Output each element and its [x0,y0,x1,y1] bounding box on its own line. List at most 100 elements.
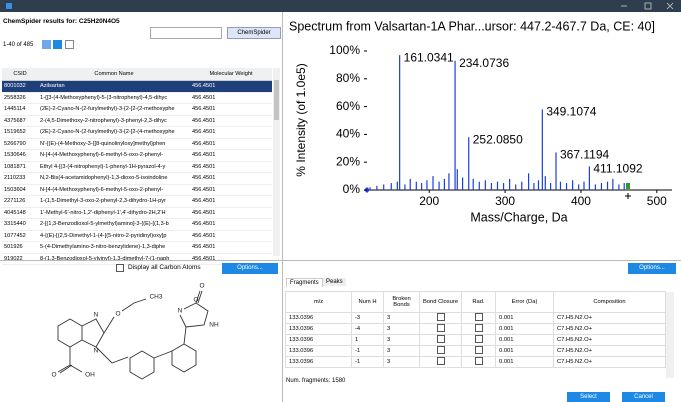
checkbox[interactable] [474,346,483,354]
cell: 1'-Methyl-6'-nitro-1,2'-diphenyl-1',4'-d… [38,207,190,219]
fragments-table: m/z Num H Broken Bonds Bond Closure Rad. Erro… [285,291,666,368]
scrollbar[interactable] [666,292,674,378]
cell: -3 [351,312,384,324]
cell: 456.4501 [190,218,272,231]
cell: 133.0396 [285,312,352,324]
x-axis-title: Mass/Charge, Da [470,210,567,224]
window-controls[interactable] [610,0,681,12]
result-row[interactable]: 2271126 1-(1,5-Dimethyl-3-oxo-2-phenyl-2,… [2,195,272,208]
peak [478,181,480,190]
checkbox[interactable] [436,313,445,321]
column-header: Molecular Weight [190,68,272,81]
cell: 456.4501 [190,80,272,93]
checkbox[interactable] [436,346,445,354]
cell: 456.4501 [190,103,272,116]
peak [461,177,464,190]
checkbox[interactable] [436,335,445,343]
cell: 1077452 [2,230,38,242]
cell [419,334,462,346]
cell: 456.4501 [190,92,272,104]
checkbox[interactable] [436,357,445,365]
cell: 0.001 [495,312,554,324]
chemspider-button[interactable]: ChemSpider [227,27,281,39]
peak [544,176,546,190]
cell: 1519652 [2,126,38,139]
checkbox[interactable] [474,335,483,343]
cell: 133.0396 [285,356,352,368]
fragment-row[interactable]: 133.0396 -1 3 0.001 C7.H5.N2.O+ [285,345,666,357]
cancel-button[interactable]: Cancel [622,392,665,402]
y-tick-label: 40% [336,127,360,141]
scroll-thumb[interactable] [274,80,279,120]
fragment-count: Num. fragments: 1580 [286,378,346,384]
fragment-row[interactable]: 133.0396 -3 3 0.001 C7.H5.N2.O+ [285,312,666,324]
structure-panel: Display all Carbon Atoms Options... N N … [0,260,283,402]
cell [461,345,496,357]
atom-label: N [94,348,99,355]
options-button[interactable]: Options... [628,263,676,274]
fragment-row[interactable]: 133.0396 -1 3 0.001 C7.H5.N2.O+ [285,356,666,368]
result-row[interactable]: 3315440 2-[(1,3-Benzodioxol-5-ylmethyl)am… [2,218,272,231]
atom-label: O [199,283,204,290]
checkbox[interactable] [436,324,445,332]
fragment-row[interactable]: 133.0396 -4 3 0.001 C7.H5.N2.O+ [285,323,666,335]
y-tick-label: 80% [336,71,360,85]
cell: N'-[(E)-(4-Methoxy-3-{[8-quinolinyloxy]m… [38,138,190,150]
select-button[interactable]: Select [567,392,610,402]
result-row[interactable]: 4045148 1'-Methyl-6'-nitro-1,2'-diphenyl-… [2,207,272,219]
prev-button[interactable] [42,40,51,49]
peak [484,180,486,190]
carbon-checkbox[interactable] [116,264,124,272]
result-row[interactable]: 1503604 N-[4-(4-Methoxyphenyl)-6-methyl-5… [2,184,272,196]
cell: C7.H5.N2.O+ [553,334,666,346]
result-row[interactable]: 1077452 4-{(E)-[(2,5-Dimethyl-1-(4-[(5-ni… [2,230,272,242]
cell: 456.4501 [190,161,272,173]
peak [583,181,585,190]
search-input[interactable] [150,27,222,39]
peak [588,166,590,190]
cell: 0.001 [495,356,554,368]
scrollbar[interactable] [273,68,280,256]
checkbox[interactable] [474,324,483,332]
peak [390,183,392,190]
next-button[interactable] [53,40,62,49]
tab[interactable]: Fragments [286,278,323,287]
peak [541,109,543,190]
result-row[interactable]: 501926 5-(4-Dimethylamino-3-nitro-benzyli… [2,241,272,254]
peak [559,181,562,190]
result-row[interactable]: 1519652 (2E)-2-Cyano-N-(2-furylmethyl)-3-… [2,126,272,139]
result-row[interactable]: 8001032 Azilsartan 456.4501 [2,80,272,93]
result-row[interactable]: 1530646 N-[4-(4-Methoxyphenyl)-6-methyl-5… [2,149,272,162]
cell: 1-{[3-(4-Methoxyphenyl)-5-(3-nitrophenyl… [38,92,190,104]
result-row[interactable]: 4375687 2-(4,5-Dimethoxy-2-nitrophenyl)-3… [2,115,272,127]
result-row[interactable]: 1445114 (2E)-2-Cyano-N-(2-furylmethyl)-3-… [2,103,272,116]
result-row[interactable]: 2558326 1-{[3-(4-Methoxyphenyl)-5-(3-nitr… [2,92,272,104]
column-header: Broken Bonds [383,291,420,313]
refresh-button[interactable] [65,40,74,49]
cell: 3 [383,356,420,368]
column-header: Composition [553,291,666,313]
checkbox[interactable] [474,313,483,321]
peak-label: 411.1092 [593,162,642,176]
cell: 456.4501 [190,138,272,150]
cell: 456.4501 [190,207,272,219]
atom-label: O [51,372,56,379]
cell: N-[4-(4-Methoxyphenyl)-6-methyl-5-oxo-2-… [38,184,190,196]
checkbox[interactable] [474,357,483,365]
cell [419,345,462,357]
cell: 456.4501 [190,195,272,208]
fragments-panel: Options... Fragments Peaks Num. fragment… [283,260,681,402]
fragment-row[interactable]: 133.0396 1 3 0.001 C7.H5.N2.O+ [285,334,666,346]
cell: 1-(1,5-Dimethyl-3-oxo-2-phenyl-2,3-dihyd… [38,195,190,208]
result-row[interactable]: 1081871 Ethyl 4-[(3-(4-nitrophenyl)-1-phe… [2,161,272,173]
cell: 1 [351,334,384,346]
cell: 456.4501 [190,241,272,254]
cell: 456.4501 [190,149,272,162]
tab[interactable]: Peaks [323,278,346,286]
peak [528,173,530,190]
peak [383,184,385,190]
result-row[interactable]: 5266790 N'-[(E)-(4-Methoxy-3-{[8-quinolin… [2,138,272,150]
cell: (2E)-2-Cyano-N-(2-furylmethyl)-3-{2-[2-(… [38,126,190,139]
result-row[interactable]: 2110233 N,2-Bis(4-acetamidophenyl)-1,3-di… [2,172,272,185]
options-button[interactable]: Options... [222,263,278,274]
